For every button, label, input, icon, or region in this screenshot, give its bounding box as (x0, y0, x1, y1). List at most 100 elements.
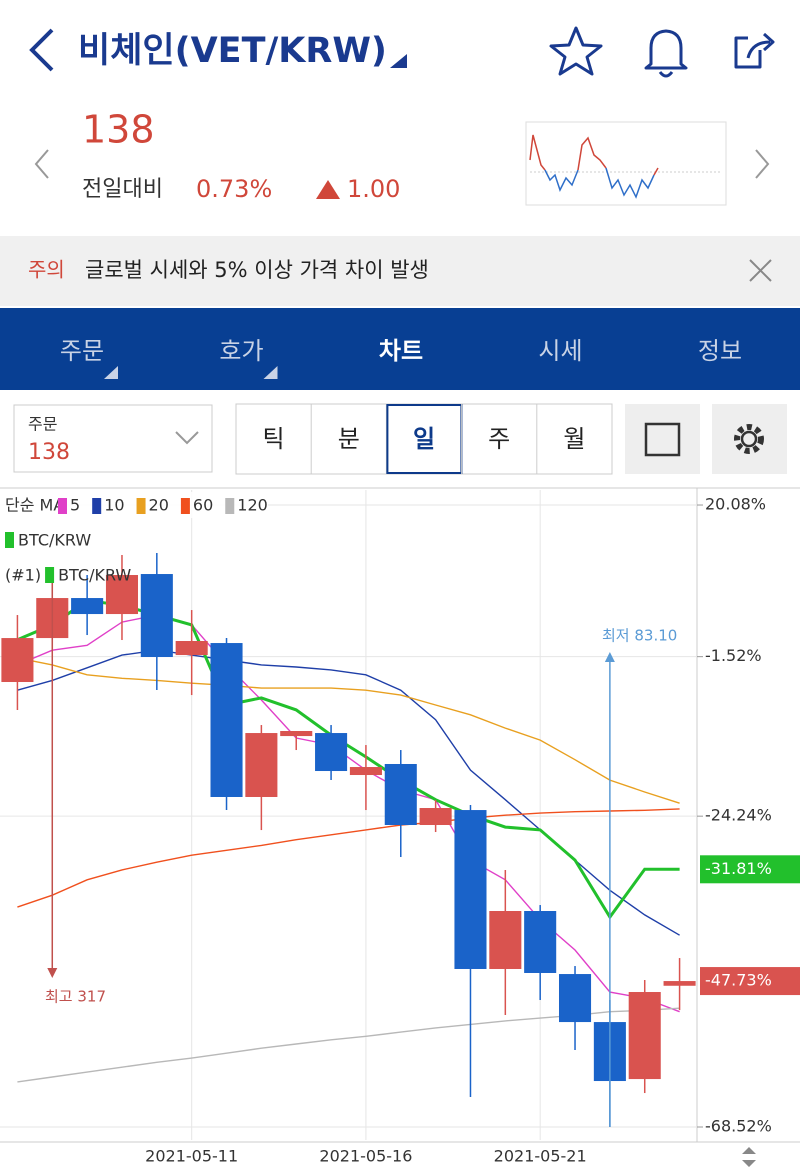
mini-line-up (577, 136, 607, 171)
legend-swatch (180, 498, 190, 514)
candle-body (1, 638, 34, 683)
annotation: 최저 83.10 (602, 627, 677, 645)
ma-line (17, 808, 680, 908)
legend-label: 120 (237, 496, 268, 515)
favorite-icon[interactable] (549, 26, 603, 76)
x-tick-label: 2021-05-21 (494, 1147, 587, 1166)
mini-line-up (653, 167, 659, 176)
next-arrow[interactable] (755, 149, 770, 179)
settings-hub (740, 430, 758, 448)
notice-label: 주의 (28, 258, 65, 282)
back-button[interactable] (29, 28, 54, 72)
y-tick-label: -1.52% (705, 646, 762, 665)
legend-label: 60 (193, 496, 213, 515)
period[interactable]: 일 (413, 425, 435, 453)
candle-body (175, 641, 208, 656)
legend-label: 5 (70, 496, 80, 515)
tab[interactable]: 시세 (538, 337, 582, 365)
draw-icon (644, 422, 681, 457)
legend-swatch (225, 498, 235, 514)
period[interactable]: 주 (488, 425, 510, 453)
legend-label: 20 (149, 496, 169, 515)
legend-label: BTC/KRW (18, 531, 91, 550)
candle-body (140, 574, 173, 658)
candle-body (419, 808, 452, 826)
mini-line-up (529, 134, 546, 171)
last-value-box (700, 967, 800, 996)
candle-body (280, 731, 313, 737)
tab[interactable]: 정보 (698, 337, 742, 365)
notice-text: 글로벌 시세와 5% 이상 가격 차이 발생 (85, 258, 429, 282)
candle-body (71, 598, 104, 615)
candle-body (210, 643, 243, 797)
up-triangle (316, 180, 340, 199)
period[interactable]: 틱 (263, 425, 285, 453)
y-tick-label: -24.24% (705, 806, 772, 825)
tabs: 주문 호가 차트 시세 정보 (60, 337, 742, 379)
period[interactable]: 월 (563, 425, 585, 453)
legend-label: BTC/KRW (58, 566, 131, 585)
last-value-label: -31.81% (705, 859, 772, 878)
tab-caret (263, 366, 278, 379)
title-dropdown[interactable] (390, 54, 407, 68)
legend-swatch (136, 498, 146, 514)
change-label: 전일대비 (82, 177, 163, 202)
notice-close[interactable] (749, 259, 772, 282)
change-pct: 0.73% (196, 175, 272, 203)
annotation: 최고 317 (45, 988, 106, 1006)
draw-button[interactable] (625, 404, 700, 474)
order-select-label: 주문 (28, 415, 57, 434)
annotation-arrowhead (604, 652, 615, 662)
candle-body (489, 911, 522, 969)
legend: 단순 MA 5 10 20 60 120 BTC/KRW (#1) BTC/KRW (0, 492, 268, 585)
ma-line (17, 649, 680, 936)
prev-arrow[interactable] (34, 149, 49, 179)
tab[interactable]: 차트 (379, 337, 423, 365)
last-value-box (700, 855, 800, 884)
tab[interactable]: 주문 (60, 337, 104, 365)
legend-swatch (92, 498, 102, 514)
select-caret (175, 431, 199, 445)
candle-body (454, 810, 487, 969)
legend-label: 10 (104, 496, 124, 515)
candle-body (384, 763, 417, 826)
scroll-icon[interactable] (742, 1147, 756, 1167)
last-value-label: -47.73% (705, 971, 772, 990)
price: 138 (82, 108, 155, 152)
tab-caret (104, 366, 118, 379)
ma-line (17, 614, 680, 1013)
tab-bar (0, 308, 800, 390)
chart: 20.08% -1.52% -24.24% -68.52% 2021-05-11 2021… (0, 488, 800, 1166)
order-select-value: 138 (28, 440, 70, 465)
settings-button[interactable] (712, 404, 787, 474)
legend-bg (0, 492, 268, 518)
candle-body (245, 733, 278, 797)
change-amt: 1.00 (347, 175, 400, 203)
x-tick-label: 2021-05-11 (145, 1147, 238, 1166)
candle-body (558, 974, 592, 1023)
period-active (386, 404, 463, 474)
legend-swatch (5, 532, 14, 548)
period[interactable]: 분 (338, 425, 360, 453)
candle-body (524, 911, 557, 973)
mini-line-down (605, 167, 655, 199)
candle-body (628, 992, 661, 1080)
annotation-arrowhead (47, 968, 58, 978)
candle-body (315, 733, 348, 772)
tab[interactable]: 호가 (219, 337, 263, 365)
candle-body (105, 575, 139, 615)
y-tick-label: -68.52% (705, 1117, 772, 1136)
legend-swatch (45, 567, 55, 583)
legend-swatch (58, 498, 67, 514)
settings-gear (734, 424, 764, 454)
alarm-icon[interactable] (644, 29, 688, 78)
ma-line (17, 657, 680, 804)
order-select[interactable] (13, 404, 213, 473)
candle-body (663, 981, 696, 986)
share-icon[interactable] (734, 32, 775, 69)
candle-body (349, 767, 382, 776)
